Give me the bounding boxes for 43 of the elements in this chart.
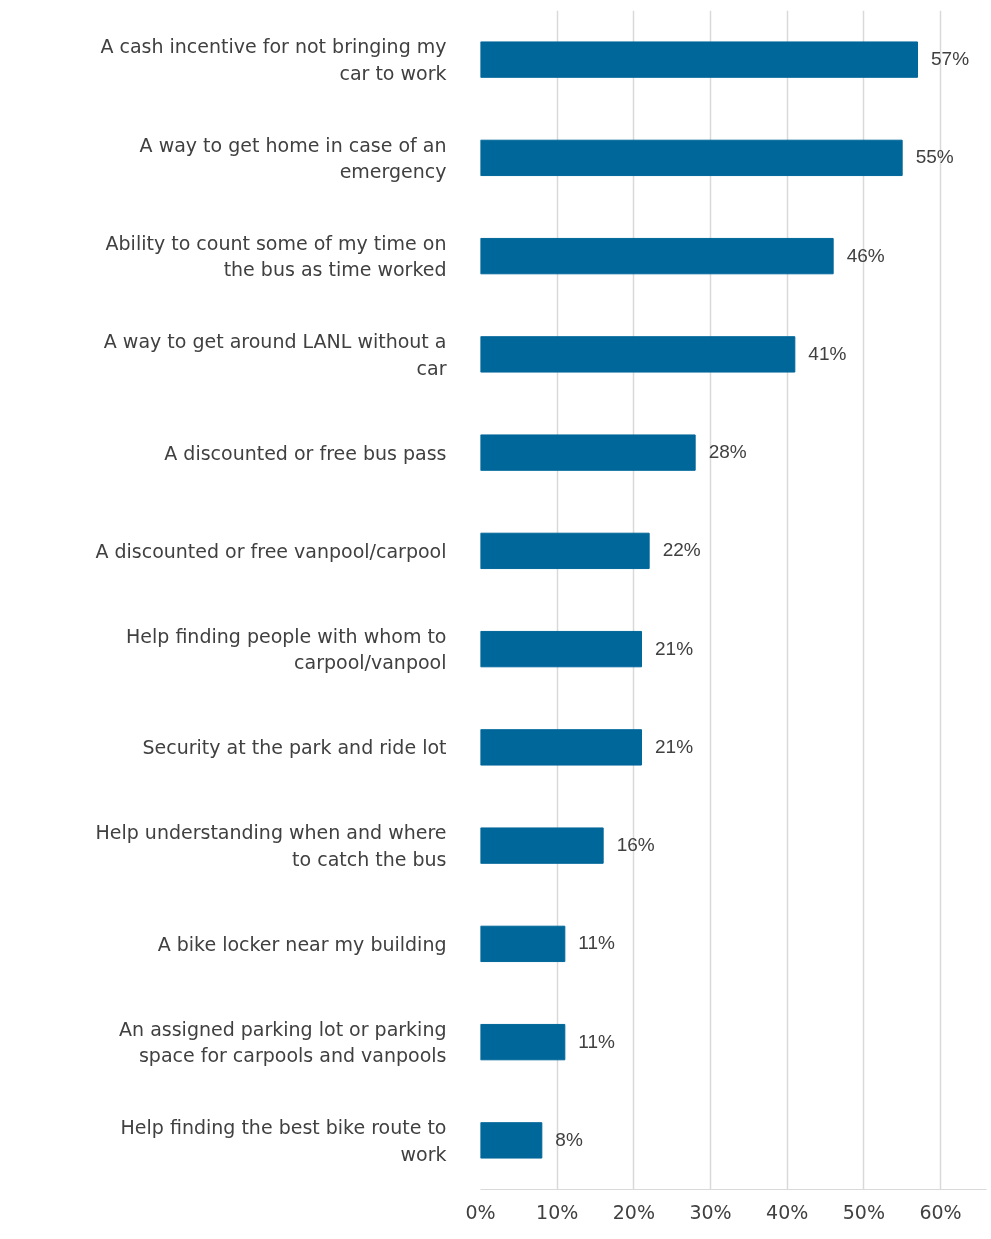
x-tick-label: 60% <box>919 1200 962 1223</box>
y-tick-label: Help finding people with whom to carpool/vanpool <box>126 624 447 674</box>
data-label: 41% <box>808 342 847 365</box>
bar <box>480 41 918 78</box>
bar <box>480 434 696 471</box>
y-tick-label: A way to get around LANL without a car <box>103 330 447 379</box>
x-tick-label: 10% <box>536 1200 579 1223</box>
y-tick-label: An assigned parking lot or parking space for carpools and vanpools <box>119 1017 447 1067</box>
data-label: 55% <box>915 146 954 169</box>
bar <box>480 139 903 177</box>
data-label: 46% <box>846 244 885 267</box>
data-label: 21% <box>655 637 694 660</box>
bar <box>480 237 834 275</box>
y-tick-label: Security at the park and ride lot <box>142 736 447 759</box>
x-tick-label: 50% <box>842 1200 885 1223</box>
y-tick-label: Ability to count some of my time on the bus as time worked <box>105 231 447 281</box>
data-label: 16% <box>616 834 655 857</box>
y-tick-label: A discounted or free bus pass <box>164 441 447 464</box>
x-tick-label: 30% <box>689 1200 732 1223</box>
y-tick-label: A discounted or free vanpool/carpool <box>95 539 447 562</box>
bar <box>480 630 642 668</box>
x-tick-label: 0% <box>465 1200 496 1223</box>
bar <box>480 532 650 570</box>
bar <box>480 827 604 864</box>
y-tick-label: A bike locker near my building <box>157 932 447 955</box>
bar <box>480 925 566 963</box>
y-tick-label: A cash incentive for not bringing my car to work <box>100 35 447 84</box>
bar <box>480 1122 543 1159</box>
y-tick-label: A way to get home in case of an emergency <box>139 133 447 183</box>
bar <box>480 729 642 766</box>
data-label: 11% <box>578 1030 615 1053</box>
data-label: 8% <box>555 1128 583 1151</box>
data-label: 21% <box>655 735 694 758</box>
bar <box>480 1023 566 1061</box>
data-label: 57% <box>931 48 970 71</box>
data-label: 11% <box>578 932 615 955</box>
y-tick-label: Help finding the best bike route to work <box>120 1116 447 1165</box>
data-label: 22% <box>662 539 701 562</box>
y-tick-label: Help understanding when and where to catch the bus <box>95 821 447 870</box>
x-tick-label: 20% <box>612 1200 655 1223</box>
data-label: 28% <box>708 441 747 464</box>
x-tick-label: 40% <box>766 1200 809 1223</box>
bar <box>480 336 796 373</box>
